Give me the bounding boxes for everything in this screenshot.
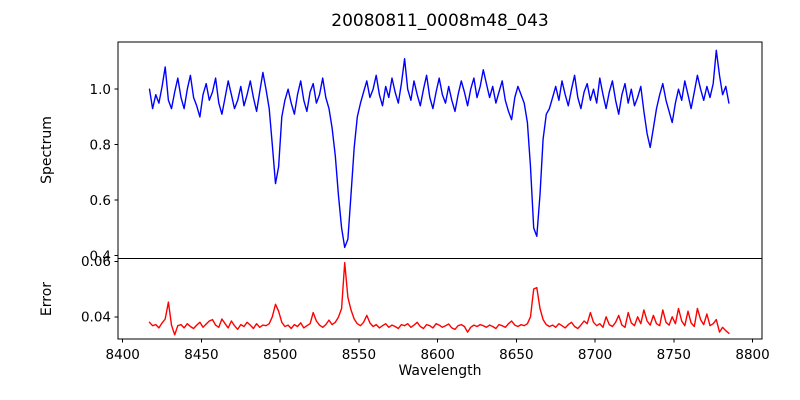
error-y-tick-label: 0.04 [81,310,111,326]
spectrum-y-tick-label: 1.0 [90,82,111,98]
x-tick-label: 8450 [184,347,218,363]
spectrum-y-tick-label: 0.6 [90,193,111,209]
spectrum-line [148,49,730,249]
x-tick-label: 8650 [499,347,533,363]
spectrum-y-tick-label: 0.8 [90,137,111,153]
error-line [148,262,730,336]
x-axis-label: Wavelength [398,363,482,379]
x-tick-label: 8400 [106,347,140,363]
spectrum-y-axis-label: Spectrum [39,116,55,184]
error-y-axis-label: Error [39,281,55,317]
spectrum-y-tick-label: 0.4 [90,249,111,265]
x-tick-label: 8700 [578,347,612,363]
x-tick-label: 8600 [420,347,454,363]
error-y-tick-label: 0.06 [81,254,111,270]
error-panel [117,258,763,340]
x-tick-label: 8750 [657,347,691,363]
x-tick-label: 8500 [263,347,297,363]
x-tick-label: 8550 [342,347,376,363]
spectrum-panel [117,41,763,259]
plot-title: 20080811_0008m48_043 [331,11,549,31]
x-tick-label: 8800 [735,347,769,363]
